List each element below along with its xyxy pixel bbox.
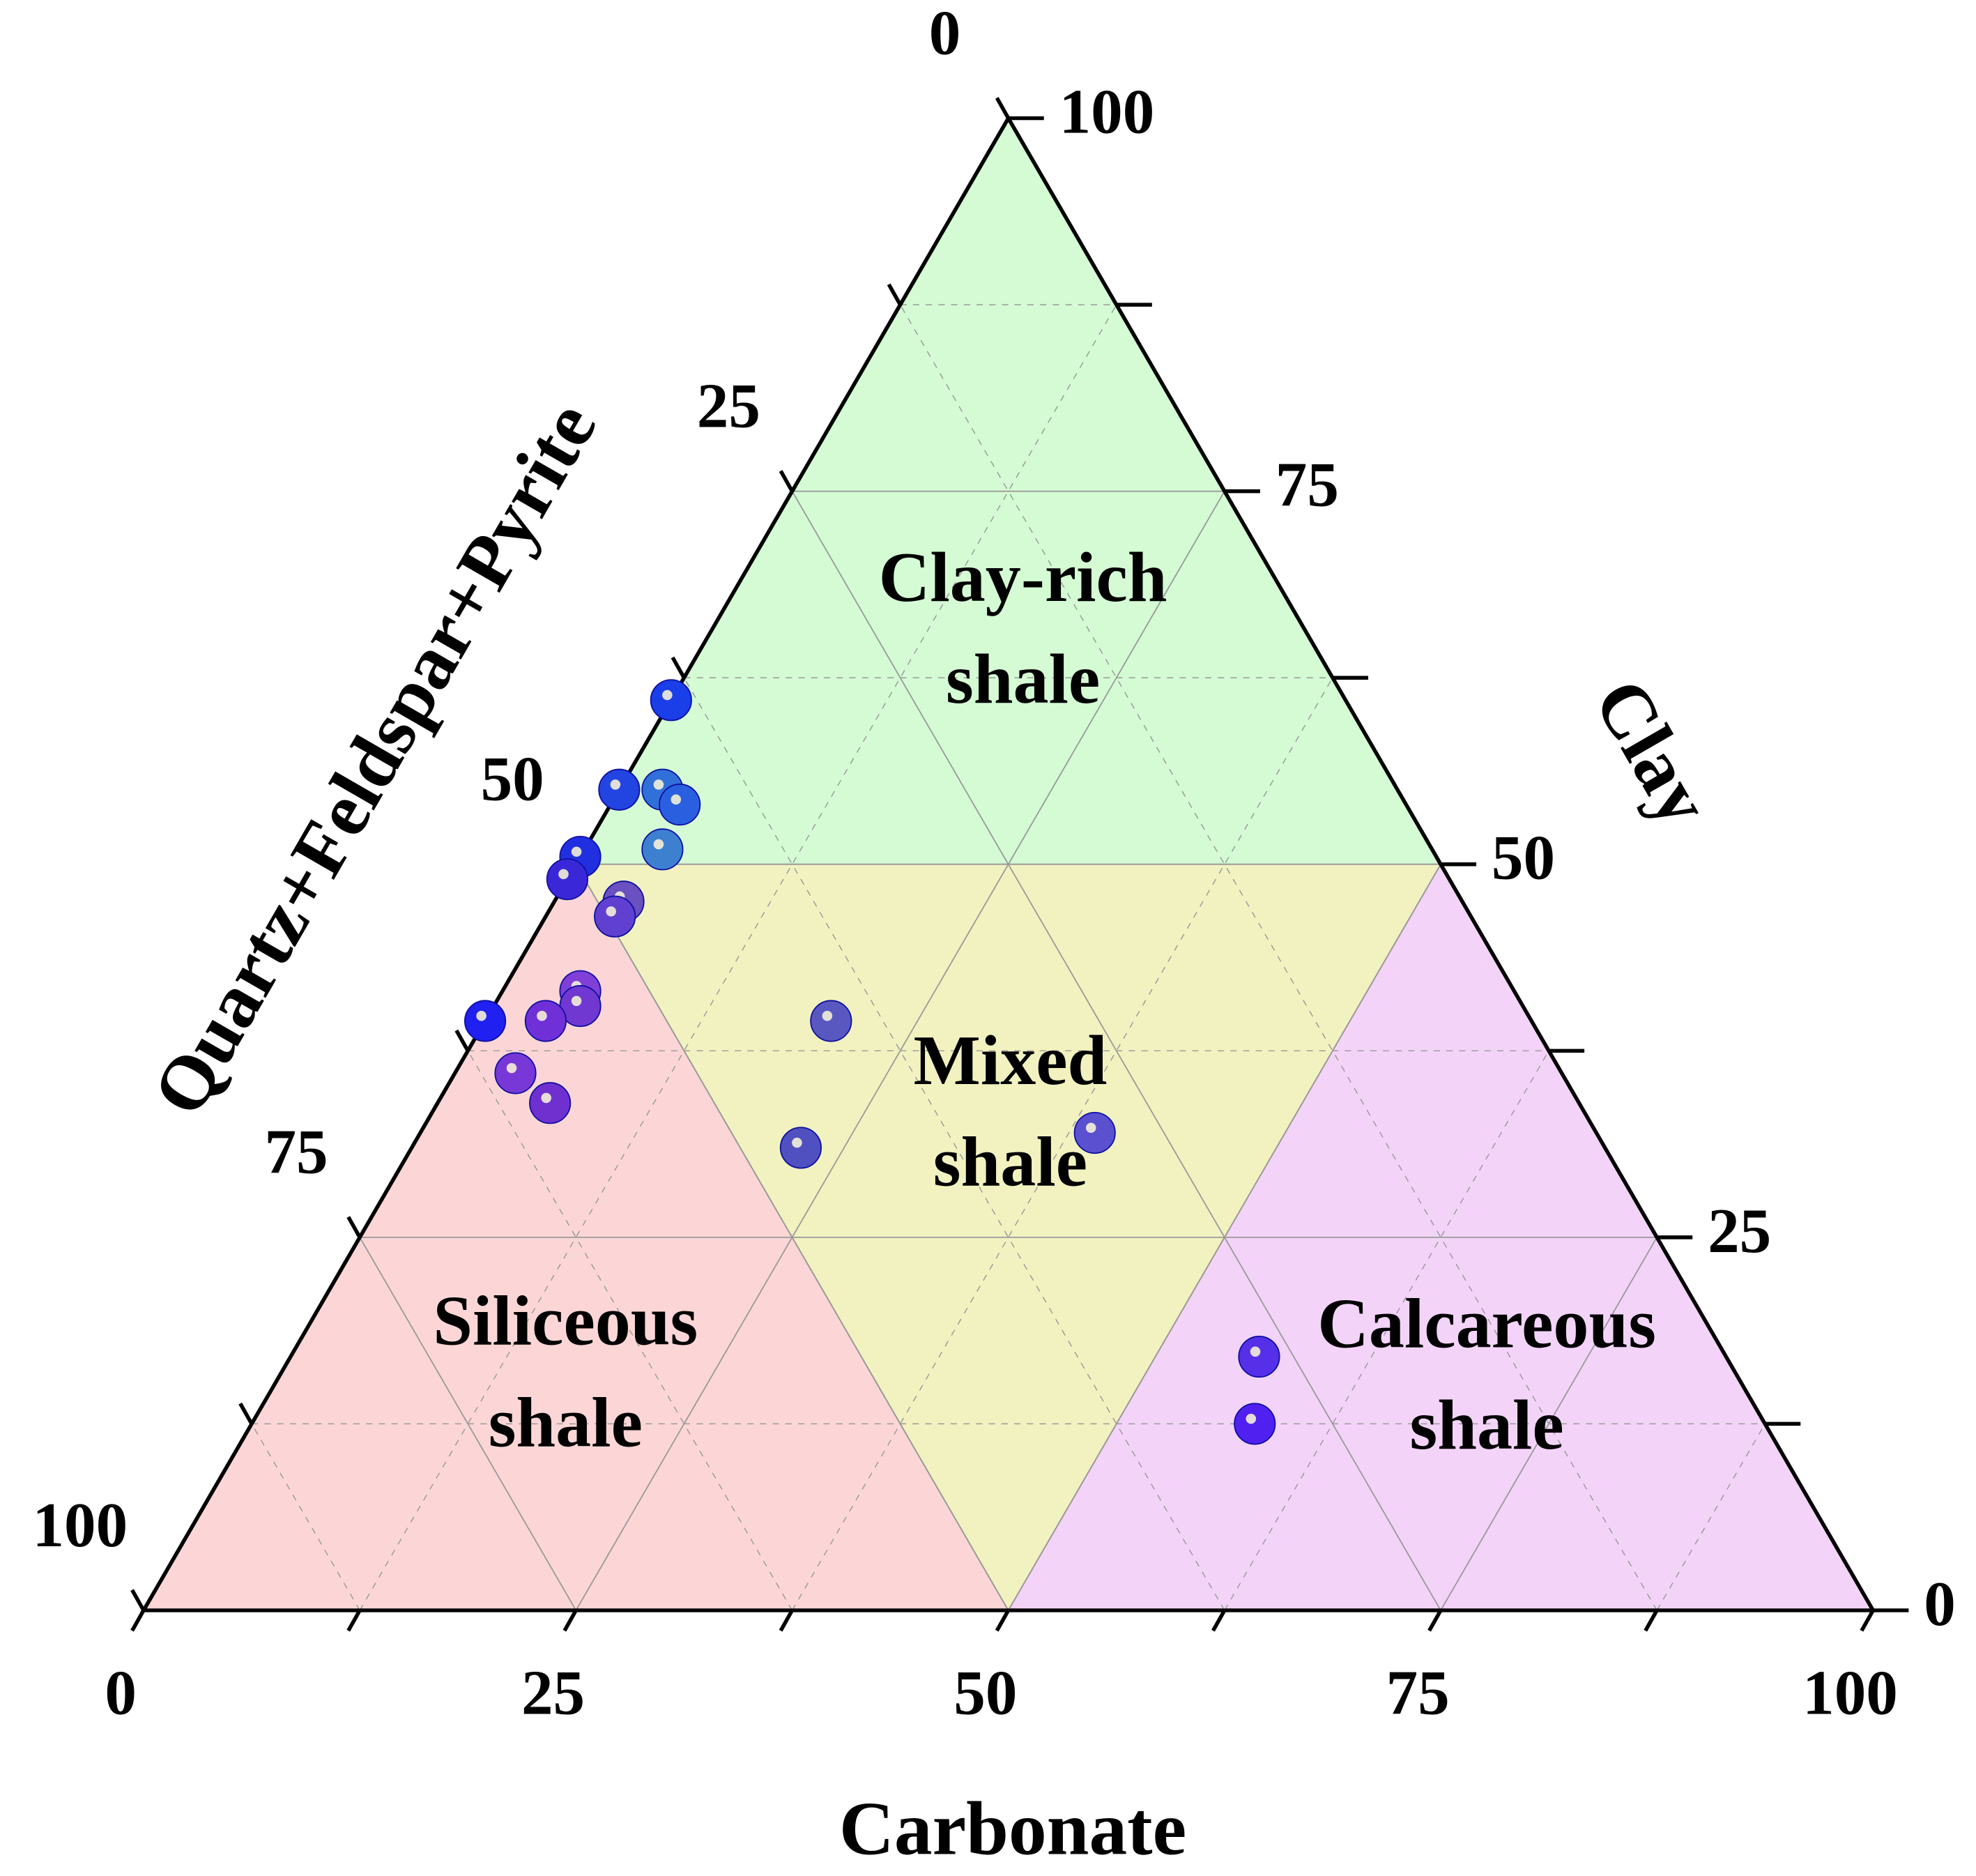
point-highlight bbox=[662, 689, 673, 701]
grid-line bbox=[575, 864, 1009, 1611]
point-highlight bbox=[606, 906, 616, 917]
point-highlight bbox=[571, 846, 582, 857]
region-label: shale bbox=[946, 640, 1100, 719]
point-highlight bbox=[671, 794, 682, 805]
qfp-tick bbox=[887, 283, 902, 306]
data-point bbox=[641, 828, 684, 871]
clay-tick-label: 25 bbox=[1708, 1196, 1771, 1266]
clay-tick-label: 50 bbox=[1492, 823, 1555, 893]
grid-line bbox=[1656, 1424, 1766, 1611]
grid-line bbox=[791, 677, 1333, 1611]
data-point bbox=[810, 1000, 852, 1042]
data-point bbox=[779, 1127, 822, 1169]
clay-tick-label: 0 bbox=[1924, 1569, 1956, 1639]
point-highlight bbox=[653, 779, 664, 790]
carbonate-tick bbox=[562, 1609, 578, 1632]
carbonate-tick bbox=[130, 1609, 146, 1632]
carbonate-tick-label: 25 bbox=[521, 1657, 585, 1728]
carbonate-tick-label: 100 bbox=[1802, 1657, 1898, 1728]
data-point bbox=[1238, 1336, 1280, 1378]
carbonate-tick-label: 50 bbox=[953, 1657, 1017, 1728]
region-label: shale bbox=[1409, 1386, 1563, 1465]
point-highlight bbox=[558, 869, 569, 880]
point-highlight bbox=[1246, 1413, 1257, 1424]
qfp-tick-label: 75 bbox=[264, 1117, 328, 1187]
carbonate-tick bbox=[1644, 1609, 1659, 1632]
qfp-tick bbox=[995, 97, 1011, 119]
grid-line bbox=[1007, 864, 1441, 1611]
point-highlight bbox=[792, 1137, 802, 1148]
carbonate-tick bbox=[1427, 1609, 1443, 1632]
point-highlight bbox=[1250, 1346, 1261, 1357]
qfp-tick bbox=[671, 656, 686, 679]
point-highlight bbox=[476, 1010, 487, 1021]
data-point bbox=[1073, 1111, 1116, 1154]
point-highlight bbox=[506, 1062, 517, 1074]
grid-line bbox=[467, 1050, 793, 1611]
point-highlight bbox=[822, 1010, 833, 1021]
qfp-tick bbox=[779, 470, 794, 493]
point-highlight bbox=[610, 779, 621, 790]
qfp-tick-label: 100 bbox=[32, 1490, 128, 1560]
carbonate-tick bbox=[995, 1609, 1011, 1632]
data-point bbox=[546, 858, 589, 901]
region-label: Clay-rich bbox=[879, 538, 1167, 617]
data-point bbox=[659, 784, 701, 826]
region-label: Mixed bbox=[913, 1021, 1107, 1100]
point-highlight bbox=[537, 1010, 547, 1021]
clay-axis-title: Clay bbox=[1578, 665, 1727, 839]
qfp-tick bbox=[454, 1029, 470, 1052]
clay-tick-label: 100 bbox=[1059, 76, 1155, 146]
data-point bbox=[650, 679, 692, 722]
grid-line bbox=[251, 1424, 360, 1611]
carbonate-tick-label: 75 bbox=[1386, 1657, 1450, 1728]
grid-line bbox=[899, 304, 1657, 1611]
data-point bbox=[524, 1000, 567, 1042]
carbonate-tick bbox=[1211, 1609, 1227, 1632]
qfp-tick bbox=[130, 1589, 146, 1612]
carbonate-tick bbox=[779, 1609, 794, 1632]
carbonate-tick bbox=[1860, 1609, 1875, 1632]
region-label: Calcareous bbox=[1317, 1284, 1656, 1363]
grid-line bbox=[359, 304, 1117, 1611]
carbonate-tick bbox=[346, 1609, 362, 1632]
region-label: shale bbox=[489, 1383, 643, 1462]
point-highlight bbox=[541, 1092, 551, 1104]
qfp-tick bbox=[346, 1216, 362, 1239]
plot-area: 0 0 0 25 25 25 50 50 50 75 75 75 100 100 100 Clay-rich s… bbox=[32, 0, 1955, 1728]
data-point bbox=[594, 895, 636, 938]
point-highlight bbox=[653, 839, 664, 850]
qfp-tick-label: 50 bbox=[481, 744, 544, 814]
region-label: shale bbox=[933, 1123, 1087, 1202]
data-point bbox=[598, 768, 641, 811]
carbonate-axis-title: Carbonate bbox=[839, 1787, 1186, 1871]
clay-tick-label: 75 bbox=[1276, 450, 1339, 520]
point-highlight bbox=[1085, 1122, 1096, 1134]
carbonate-tick-label: 0 bbox=[105, 1657, 137, 1728]
qfp-tick-label: 0 bbox=[929, 0, 961, 68]
data-point bbox=[464, 1000, 507, 1042]
grid-line bbox=[683, 677, 1225, 1611]
grid-line bbox=[1224, 1050, 1549, 1611]
region-label: Siliceous bbox=[433, 1282, 698, 1361]
qfp-tick-label: 25 bbox=[697, 371, 760, 441]
data-point bbox=[529, 1082, 572, 1124]
point-highlight bbox=[571, 996, 582, 1007]
data-point bbox=[1234, 1403, 1276, 1445]
qfp-tick bbox=[238, 1402, 254, 1425]
data-point bbox=[494, 1052, 537, 1095]
